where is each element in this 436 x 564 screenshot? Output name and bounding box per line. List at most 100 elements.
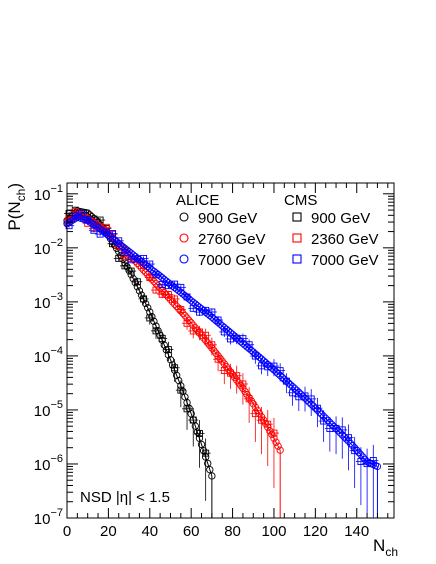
- data-point: [315, 408, 324, 416]
- data-point: [268, 430, 276, 439]
- y-tick-exponent: −6: [50, 453, 63, 465]
- data-point: [309, 402, 317, 410]
- cms-data-point: [214, 355, 222, 363]
- data-point: [303, 396, 311, 404]
- cms-data-point: [109, 230, 116, 237]
- legend-marker-square: [292, 212, 302, 222]
- cms-data-point: [270, 362, 278, 370]
- cms-data-point: [264, 420, 272, 428]
- data-point: [197, 440, 206, 449]
- cms-data-point: [220, 328, 228, 336]
- cms-data-point: [202, 449, 210, 457]
- y-axis-title-close: ): [5, 183, 24, 189]
- y-tick-base: 10: [34, 511, 51, 528]
- legend-marker-square: [292, 233, 302, 243]
- data-point: [255, 353, 264, 361]
- data-point: [173, 371, 181, 380]
- cms-data-point: [127, 267, 135, 275]
- cms-data-point: [171, 364, 179, 372]
- cms-data-point: [245, 341, 253, 349]
- legend-marker-square: [292, 254, 302, 264]
- data-point: [148, 275, 156, 283]
- y-tick-base: 10: [34, 295, 51, 312]
- y-tick-exponent: −4: [50, 345, 63, 357]
- cms-data-point: [90, 226, 98, 234]
- y-tick-label: 10−7: [34, 507, 63, 528]
- data-point: [259, 357, 268, 365]
- cms-data-point: [189, 304, 197, 312]
- data-point: [208, 472, 216, 480]
- data-point: [160, 341, 168, 349]
- data-point: [206, 341, 214, 350]
- cms-data-point: [313, 404, 321, 412]
- legend-label: 900 GeV: [311, 210, 370, 227]
- data-point: [193, 326, 202, 334]
- x-tick-label: 20: [100, 523, 117, 540]
- data-point: [328, 420, 336, 429]
- y-tick-label: 10−4: [34, 345, 63, 366]
- cms-data-point: [208, 308, 216, 316]
- cms-data-point: [208, 341, 216, 349]
- data-point: [280, 375, 288, 383]
- data-point: [141, 299, 150, 308]
- x-tick-label: 80: [224, 523, 241, 540]
- data-point: [272, 438, 280, 446]
- cms-data-point: [251, 410, 259, 418]
- data-point: [67, 217, 75, 225]
- y-tick-label: 10−3: [34, 291, 63, 312]
- cms-data-point: [338, 426, 346, 434]
- y-tick-base: 10: [34, 403, 51, 420]
- data-point: [276, 446, 284, 454]
- x-tick-label: 100: [261, 523, 286, 540]
- data-point: [206, 465, 214, 474]
- data-point: [291, 384, 299, 393]
- data-point: [204, 459, 212, 467]
- data-point: [135, 287, 144, 295]
- cms-data-point: [251, 352, 259, 360]
- y-tick-exponent: −2: [50, 237, 63, 249]
- data-point: [144, 304, 152, 312]
- data-point: [179, 309, 187, 317]
- data-point: [373, 462, 382, 471]
- y-tick-base: 10: [34, 349, 51, 366]
- x-axis-title-main: N: [373, 536, 385, 555]
- data-point: [266, 427, 274, 435]
- cms-data-point: [351, 447, 359, 455]
- cms-data-point: [183, 293, 191, 301]
- x-tick-label: 140: [344, 523, 369, 540]
- x-axis-title: Nch: [373, 536, 398, 559]
- cms-data-point: [239, 380, 247, 388]
- data-point: [137, 291, 146, 299]
- y-tick-label: 10−2: [34, 237, 63, 258]
- x-axis-title-sub: ch: [385, 545, 398, 559]
- data-point: [187, 319, 195, 327]
- data-point: [334, 427, 342, 435]
- data-point: [160, 289, 168, 297]
- y-tick-base: 10: [34, 457, 51, 474]
- data-point: [175, 376, 183, 385]
- data-point: [324, 416, 332, 425]
- y-tick-label: 10−5: [34, 399, 63, 420]
- data-point: [274, 442, 282, 450]
- data-point: [359, 453, 367, 461]
- data-point: [148, 313, 156, 321]
- data-point: [181, 312, 189, 320]
- data-point: [348, 442, 357, 450]
- axis-ticks: 0 20 40 60 80 100 120 14010−710−610−510−410−310…: [34, 183, 394, 540]
- cms-data-point: [152, 286, 160, 294]
- data-point: [284, 379, 293, 387]
- data-series-layer: [63, 206, 382, 518]
- data-point: [286, 381, 295, 389]
- data-point: [317, 410, 326, 418]
- x-tick-label: 60: [183, 523, 200, 540]
- cms-data-point: [177, 306, 185, 313]
- legend-marker-circle: [179, 233, 189, 243]
- cms-data-point: [189, 416, 197, 424]
- y-tick-label: 10−1: [34, 183, 63, 204]
- data-point: [204, 339, 212, 347]
- cms-data-point: [345, 434, 352, 442]
- cms-data-point: [133, 278, 141, 286]
- cms-data-point: [158, 334, 166, 342]
- x-tick-label: 0: [63, 523, 71, 540]
